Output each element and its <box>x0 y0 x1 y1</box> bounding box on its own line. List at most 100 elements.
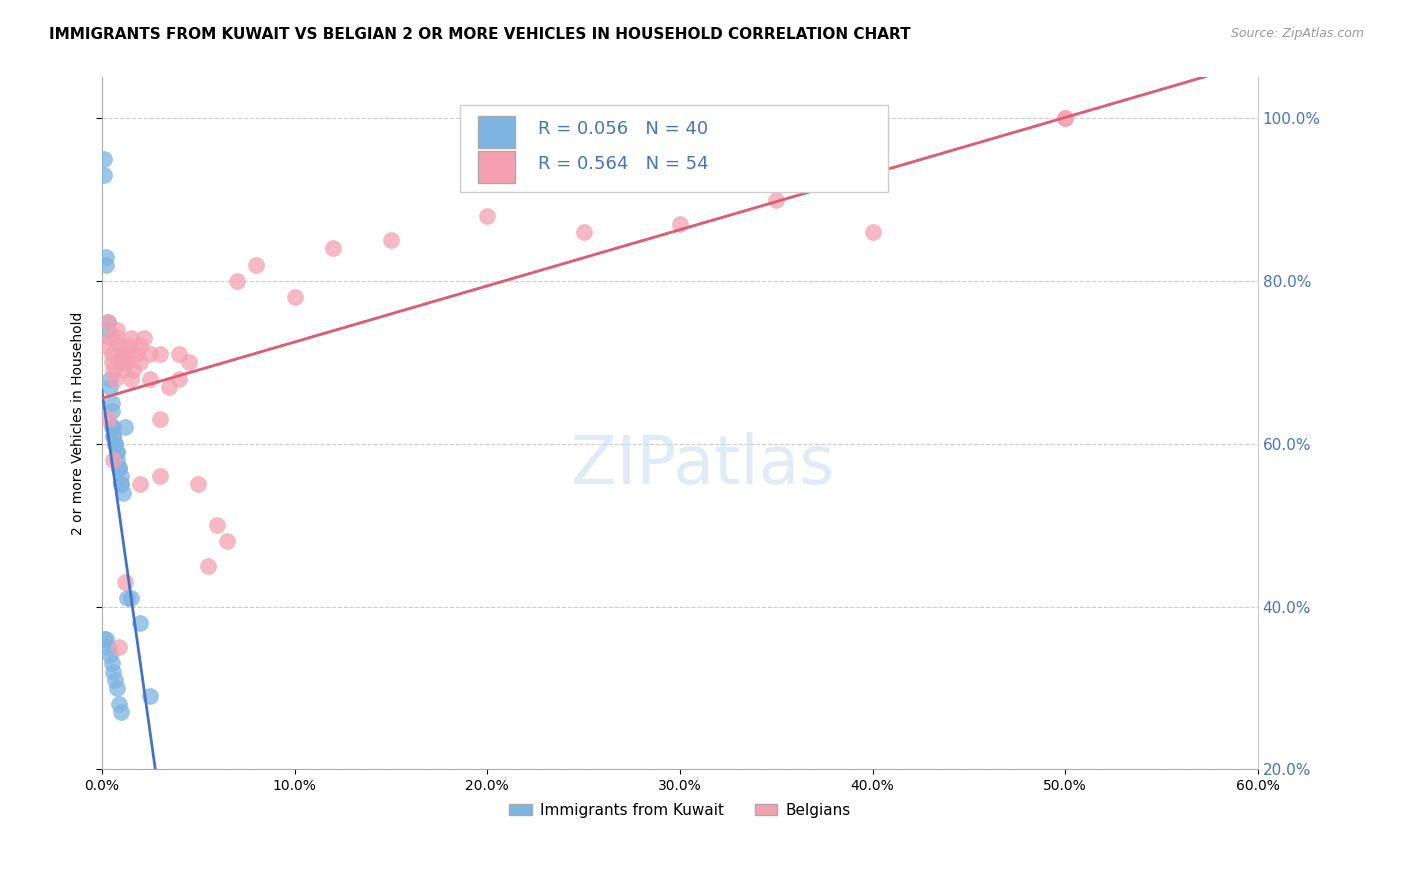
Point <box>139 371 162 385</box>
Point <box>97 315 120 329</box>
Point <box>94 339 117 353</box>
Point <box>104 673 127 687</box>
Point <box>572 225 595 239</box>
Point <box>103 428 125 442</box>
Point <box>284 290 307 304</box>
Point <box>380 233 402 247</box>
Point <box>114 355 136 369</box>
Point <box>100 420 122 434</box>
Point <box>115 355 138 369</box>
Point <box>120 371 142 385</box>
Point <box>94 632 117 646</box>
Point <box>110 706 132 720</box>
Point <box>105 323 128 337</box>
Point <box>103 453 125 467</box>
Point <box>104 436 127 450</box>
Point <box>108 461 131 475</box>
Point <box>97 315 120 329</box>
Point <box>93 168 115 182</box>
Point <box>197 558 219 573</box>
Point <box>177 355 200 369</box>
Point <box>112 485 135 500</box>
Point <box>114 420 136 434</box>
Point <box>129 477 152 491</box>
Point <box>167 347 190 361</box>
Point <box>134 331 156 345</box>
Point <box>862 225 884 239</box>
Point <box>108 697 131 711</box>
Point <box>100 347 122 361</box>
Point <box>322 241 344 255</box>
Point <box>129 355 152 369</box>
Point <box>112 363 135 377</box>
FancyBboxPatch shape <box>478 116 515 148</box>
Point <box>100 396 122 410</box>
Point <box>105 331 128 345</box>
Point <box>104 436 127 450</box>
Point <box>245 258 267 272</box>
Text: R = 0.056   N = 40: R = 0.056 N = 40 <box>537 120 707 138</box>
Point <box>139 689 162 703</box>
Point <box>110 477 132 491</box>
Point <box>108 461 131 475</box>
Text: Source: ZipAtlas.com: Source: ZipAtlas.com <box>1230 27 1364 40</box>
Point <box>104 371 127 385</box>
Point <box>103 428 125 442</box>
Point <box>98 331 121 345</box>
Point <box>187 477 209 491</box>
Legend: Immigrants from Kuwait, Belgians: Immigrants from Kuwait, Belgians <box>503 797 856 824</box>
Text: IMMIGRANTS FROM KUWAIT VS BELGIAN 2 OR MORE VEHICLES IN HOUSEHOLD CORRELATION CH: IMMIGRANTS FROM KUWAIT VS BELGIAN 2 OR M… <box>49 27 911 42</box>
Point <box>103 363 125 377</box>
Point <box>225 274 247 288</box>
Point <box>105 681 128 695</box>
Point <box>129 615 152 630</box>
Point <box>98 380 121 394</box>
Point <box>93 632 115 646</box>
Point <box>115 347 138 361</box>
Point <box>149 412 172 426</box>
Point <box>110 469 132 483</box>
Point <box>115 591 138 606</box>
Point <box>94 250 117 264</box>
Point <box>149 347 172 361</box>
Point <box>110 355 132 369</box>
Point <box>103 420 125 434</box>
Point <box>105 445 128 459</box>
Text: ZIPatlas: ZIPatlas <box>571 432 835 498</box>
Point <box>97 412 120 426</box>
Point <box>103 665 125 679</box>
Point <box>108 640 131 655</box>
Point <box>94 258 117 272</box>
Point <box>118 339 141 353</box>
Point <box>129 339 152 353</box>
Point <box>765 193 787 207</box>
Point <box>100 404 122 418</box>
Point <box>100 657 122 671</box>
Point <box>120 331 142 345</box>
Point <box>97 323 120 337</box>
Point <box>105 445 128 459</box>
Point <box>98 648 121 663</box>
Point <box>139 347 162 361</box>
Point <box>110 347 132 361</box>
Point <box>97 640 120 655</box>
Point <box>120 591 142 606</box>
FancyBboxPatch shape <box>478 151 515 183</box>
Point <box>105 453 128 467</box>
Point <box>1054 111 1077 125</box>
Point <box>669 217 692 231</box>
Point <box>477 209 499 223</box>
Y-axis label: 2 or more Vehicles in Household: 2 or more Vehicles in Household <box>72 311 86 535</box>
Point <box>110 477 132 491</box>
Point <box>108 339 131 353</box>
Point <box>1054 111 1077 125</box>
Point <box>93 152 115 166</box>
Point <box>98 371 121 385</box>
Point <box>149 469 172 483</box>
Point <box>125 347 148 361</box>
Point <box>207 518 229 533</box>
Point <box>100 355 122 369</box>
Text: R = 0.564   N = 54: R = 0.564 N = 54 <box>537 155 709 173</box>
Point <box>157 380 180 394</box>
FancyBboxPatch shape <box>460 105 889 192</box>
